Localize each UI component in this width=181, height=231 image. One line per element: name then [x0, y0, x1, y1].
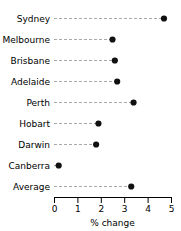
- dot: [112, 57, 118, 63]
- x-tick-label: 3: [122, 204, 128, 214]
- y-axis: Sydney Melbourne Brisbane Adelaide Perth Hoba…: [2, 14, 50, 192]
- y-tick-label: Hobart: [19, 119, 50, 129]
- x-tick: 5: [169, 197, 175, 214]
- x-tick-mark: [171, 197, 172, 203]
- x-axis-title: % change: [90, 218, 135, 228]
- stem: [54, 102, 134, 103]
- y-tick-label: Average: [13, 182, 50, 192]
- stem: [54, 60, 115, 61]
- stem: [54, 123, 98, 124]
- y-tick: Average: [13, 182, 50, 192]
- y-tick: Hobart: [19, 119, 50, 129]
- y-tick-label: Melbourne: [2, 35, 50, 45]
- dot: [128, 183, 134, 189]
- stem: [54, 144, 96, 145]
- x-tick-label: 5: [169, 204, 175, 214]
- y-tick: Darwin: [18, 140, 50, 150]
- y-tick-label: Canberra: [8, 161, 50, 171]
- dot: [56, 162, 62, 168]
- y-tick-label: Adelaide: [11, 77, 50, 87]
- x-tick-mark: [54, 197, 55, 203]
- x-tick-mark: [124, 197, 125, 203]
- x-tick-label: 1: [75, 204, 81, 214]
- y-tick-label: Brisbane: [10, 56, 50, 66]
- dot: [161, 15, 167, 21]
- stem: [54, 186, 131, 187]
- marks: [54, 15, 167, 189]
- x-tick: 4: [145, 197, 151, 214]
- stem: [54, 39, 113, 40]
- y-tick: Adelaide: [11, 77, 50, 87]
- dot: [130, 99, 136, 105]
- plot: 0 1 2 3 4 5 Sydney Melbourne Brisbane Adelaide Per…: [2, 14, 174, 215]
- y-tick-label: Sydney: [17, 14, 51, 24]
- y-tick: Brisbane: [10, 56, 50, 66]
- x-tick-label: 0: [52, 204, 58, 214]
- stem: [54, 81, 117, 82]
- x-tick-mark: [77, 197, 78, 203]
- dot: [114, 78, 120, 84]
- x-tick-mark: [101, 197, 102, 203]
- y-tick: Melbourne: [2, 35, 50, 45]
- x-tick-mark: [148, 197, 149, 203]
- chart: 0 1 2 3 4 5 Sydney Melbourne Brisbane Adelaide Per…: [0, 0, 181, 231]
- y-tick: Perth: [26, 98, 50, 108]
- x-tick: 1: [75, 197, 81, 214]
- x-axis: 0 1 2 3 4 5: [52, 197, 175, 214]
- y-tick: Canberra: [8, 161, 50, 171]
- x-tick: 2: [98, 197, 104, 214]
- dot: [93, 141, 99, 147]
- dot: [109, 36, 115, 42]
- x-tick-label: 4: [145, 204, 151, 214]
- stem: [54, 18, 164, 19]
- dot: [95, 120, 101, 126]
- y-tick-label: Perth: [26, 98, 50, 108]
- x-axis-line: [55, 198, 172, 204]
- x-tick: 0: [52, 197, 58, 214]
- y-tick: Sydney: [17, 14, 51, 24]
- y-tick-label: Darwin: [18, 140, 50, 150]
- x-tick-label: 2: [98, 204, 104, 214]
- x-tick: 3: [122, 197, 128, 214]
